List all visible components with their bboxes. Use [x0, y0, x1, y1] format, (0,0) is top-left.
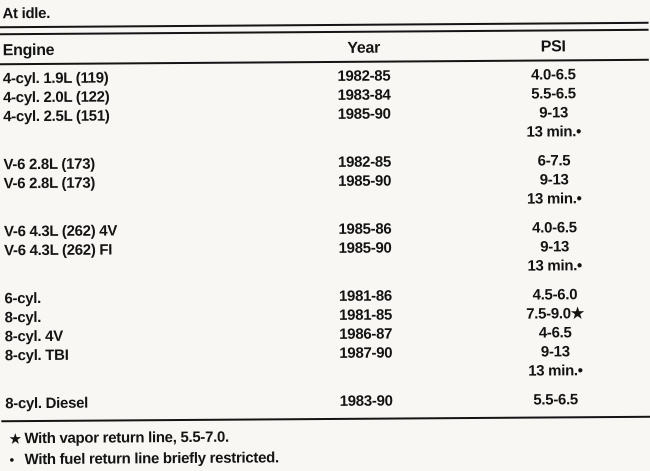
psi-cell: 4-6.5 — [538, 324, 572, 342]
column-header-engine: Engine — [2, 41, 55, 60]
year-cell: 1981-86 — [338, 287, 392, 305]
footnote-marker-icon: ★ — [9, 431, 21, 447]
table-body: 4-cyl. 1.9L (119) 1982-85 4.0-6.5 4-cyl.… — [0, 60, 650, 423]
year-cell: 1985-90 — [338, 172, 392, 190]
year-cell: 1985-86 — [338, 220, 392, 238]
engine-cell: 8-cyl. Diesel — [5, 394, 89, 413]
year-cell: 1983-90 — [339, 392, 393, 410]
psi-cell: 13 min.• — [528, 362, 583, 380]
table-header-row: Engine Year PSI — [0, 30, 649, 66]
engine-cell: 4-cyl. 2.5L (151) — [3, 107, 110, 126]
psi-cell: 9-13 — [540, 343, 570, 361]
footnote-line: • With fuel return line briefly restrict… — [9, 445, 650, 470]
table-row: 13 min.• — [0, 122, 649, 146]
psi-cell: 9-13 — [539, 104, 569, 122]
psi-cell: 5.5-6.5 — [531, 85, 576, 103]
engine-cell: 4-cyl. 1.9L (119) — [2, 69, 109, 88]
engine-cell: 8-cyl. TBI — [4, 346, 69, 365]
psi-cell: 9-13 — [540, 238, 570, 256]
engine-cell: V-6 2.8L (173) — [3, 174, 96, 193]
year-cell: 1986-87 — [339, 325, 393, 343]
psi-cell: 7.5-9.0★ — [526, 305, 584, 323]
psi-cell: 13 min.• — [527, 257, 583, 275]
engine-cell — [1, 363, 286, 384]
table-row: 13 min.• — [1, 361, 650, 385]
psi-cell: 13 min.• — [526, 123, 582, 141]
column-header-psi: PSI — [540, 38, 566, 56]
year-cell — [285, 257, 445, 277]
engine-cell: 8-cyl. 4V — [4, 327, 63, 346]
engine-cell — [0, 258, 285, 279]
year-cell: 1987-90 — [339, 344, 393, 362]
engine-cell — [0, 124, 284, 145]
engine-cell: 4-cyl. 2.0L (122) — [2, 88, 110, 107]
psi-cell: 6-7.5 — [537, 152, 571, 170]
engine-cell: 6-cyl. — [4, 289, 42, 308]
psi-cell: 9-13 — [539, 171, 569, 189]
footnote-marker-icon: • — [9, 452, 14, 468]
engine-cell: V-6 4.3L (262) 4V — [3, 222, 118, 241]
column-header-year: Year — [347, 39, 381, 57]
footnote-text: With vapor return line, 5.5-7.0. — [24, 428, 229, 448]
year-cell: 1985-90 — [338, 239, 392, 257]
year-cell — [285, 190, 445, 210]
fuel-pressure-spec-table: Engine Year PSI 4-cyl. 1.9L (119) 1982-8… — [0, 21, 650, 423]
engine-cell: V-6 4.3L (262) FI — [4, 241, 113, 260]
psi-cell: 4.0-6.5 — [532, 219, 577, 237]
engine-cell: 8-cyl. — [4, 308, 42, 327]
psi-cell: 4.0-6.5 — [531, 66, 576, 84]
year-cell: 1981-85 — [339, 306, 393, 324]
table-row: 8-cyl. Diesel 1983-90 5.5-6.5 — [1, 390, 650, 414]
year-cell — [286, 362, 446, 382]
table-row: 13 min.• — [0, 189, 650, 213]
year-cell: 1985-90 — [337, 105, 391, 123]
footnotes-section: ★ With vapor return line, 5.5-7.0. • Wit… — [1, 418, 650, 471]
footnote-text: With fuel return line briefly restricted… — [24, 449, 279, 469]
psi-cell: 5.5-6.5 — [533, 391, 579, 409]
psi-cell: 13 min.• — [526, 190, 582, 208]
year-cell: 1983-84 — [337, 86, 391, 104]
table-row: 13 min.• — [0, 256, 650, 280]
engine-cell — [0, 191, 285, 212]
psi-cell: 4.5-6.0 — [532, 286, 578, 304]
engine-cell: V-6 2.8L (173) — [3, 155, 95, 174]
year-cell — [284, 123, 444, 143]
year-cell: 1982-85 — [337, 153, 392, 171]
year-cell: 1982-85 — [337, 67, 391, 85]
table-caption: At idle. — [2, 4, 51, 23]
